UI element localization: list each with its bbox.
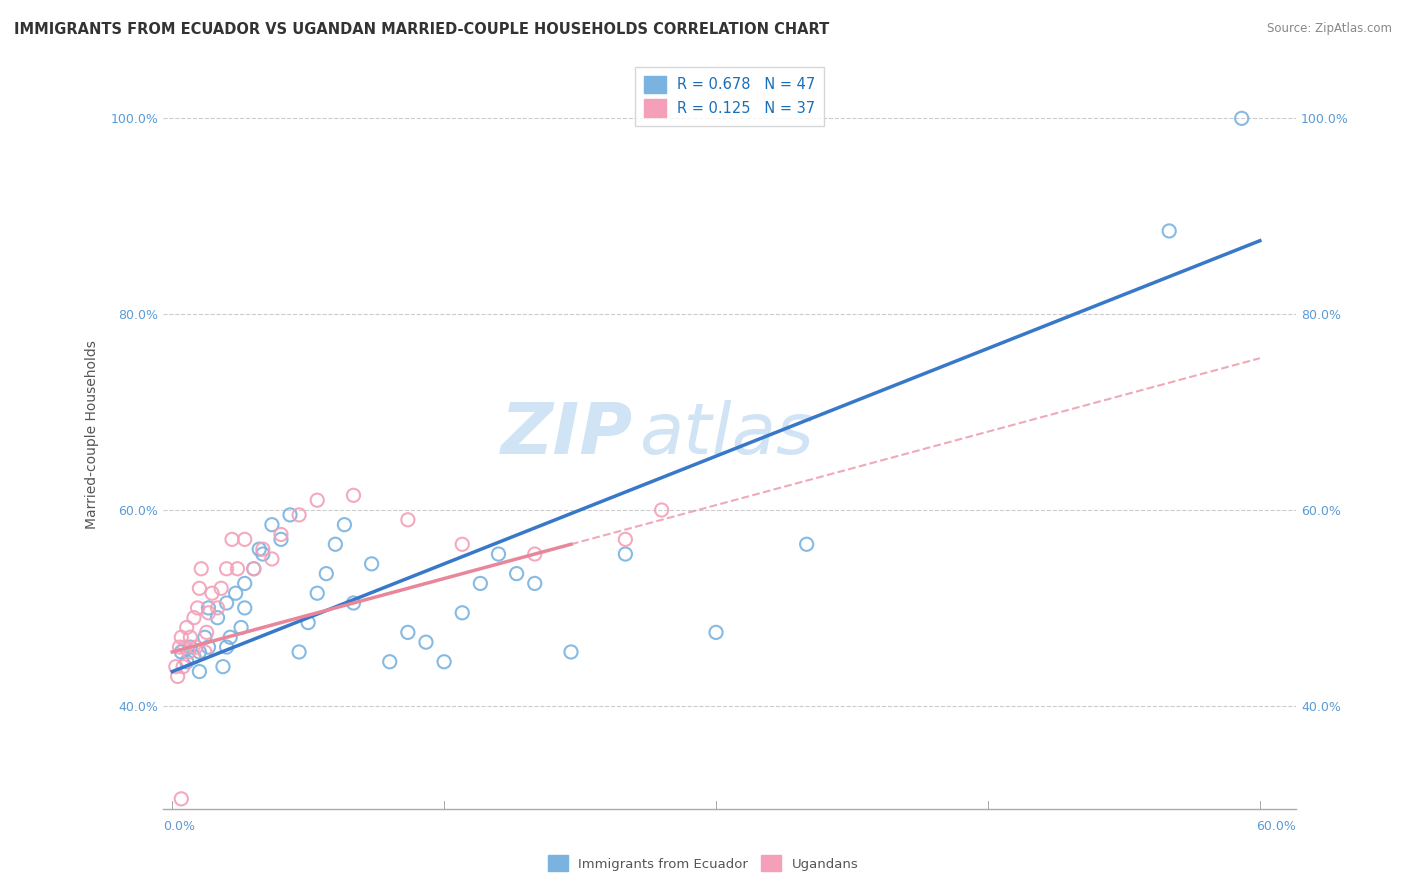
Point bbox=[188, 645, 211, 659]
Point bbox=[342, 596, 364, 610]
Text: ZIP: ZIP bbox=[501, 400, 633, 468]
Text: 0.0%: 0.0% bbox=[163, 821, 195, 833]
Text: 60.0%: 60.0% bbox=[1256, 821, 1296, 833]
Point bbox=[796, 537, 818, 551]
Point bbox=[614, 533, 637, 547]
Point bbox=[170, 630, 193, 644]
Text: Source: ZipAtlas.com: Source: ZipAtlas.com bbox=[1267, 22, 1392, 36]
Point bbox=[651, 503, 673, 517]
Point bbox=[307, 493, 329, 508]
Point bbox=[165, 659, 187, 673]
Legend: R = 0.678   N = 47, R = 0.125   N = 37: R = 0.678 N = 47, R = 0.125 N = 37 bbox=[636, 67, 824, 126]
Point bbox=[396, 513, 419, 527]
Point bbox=[1230, 112, 1253, 126]
Point bbox=[170, 792, 193, 806]
Point bbox=[197, 640, 219, 654]
Point bbox=[201, 586, 224, 600]
Point bbox=[183, 610, 205, 624]
Point bbox=[560, 645, 582, 659]
Point bbox=[288, 508, 311, 522]
Point bbox=[288, 645, 311, 659]
Point bbox=[325, 537, 347, 551]
Point bbox=[333, 517, 356, 532]
Point bbox=[233, 576, 256, 591]
Point bbox=[488, 547, 510, 561]
Point bbox=[360, 557, 382, 571]
Point bbox=[188, 582, 211, 596]
Point bbox=[172, 659, 194, 673]
Point bbox=[190, 562, 212, 576]
Point bbox=[207, 601, 229, 615]
Point bbox=[197, 606, 219, 620]
Point bbox=[188, 665, 211, 679]
Point bbox=[415, 635, 437, 649]
Point bbox=[523, 576, 546, 591]
Point bbox=[307, 586, 329, 600]
Point bbox=[179, 630, 201, 644]
Point bbox=[197, 601, 219, 615]
Point bbox=[170, 645, 193, 659]
Point bbox=[505, 566, 527, 581]
Point bbox=[378, 655, 401, 669]
Point bbox=[242, 562, 264, 576]
Point bbox=[229, 620, 252, 634]
Point bbox=[260, 517, 283, 532]
Point bbox=[342, 488, 364, 502]
Point bbox=[247, 542, 270, 557]
Point bbox=[166, 669, 188, 683]
Y-axis label: Married-couple Households: Married-couple Households bbox=[86, 340, 100, 529]
Point bbox=[278, 508, 301, 522]
Point bbox=[215, 640, 238, 654]
Point bbox=[233, 533, 256, 547]
Point bbox=[184, 640, 207, 654]
Point bbox=[209, 582, 232, 596]
Point bbox=[212, 659, 235, 673]
Text: atlas: atlas bbox=[638, 400, 814, 468]
Point bbox=[179, 640, 201, 654]
Legend: Immigrants from Ecuador, Ugandans: Immigrants from Ecuador, Ugandans bbox=[543, 850, 863, 877]
Point bbox=[219, 630, 242, 644]
Point bbox=[233, 601, 256, 615]
Point bbox=[396, 625, 419, 640]
Text: IMMIGRANTS FROM ECUADOR VS UGANDAN MARRIED-COUPLE HOUSEHOLDS CORRELATION CHART: IMMIGRANTS FROM ECUADOR VS UGANDAN MARRI… bbox=[14, 22, 830, 37]
Point bbox=[614, 547, 637, 561]
Point bbox=[187, 601, 209, 615]
Point bbox=[225, 586, 247, 600]
Point bbox=[176, 655, 198, 669]
Point bbox=[270, 533, 292, 547]
Point bbox=[194, 630, 217, 644]
Point bbox=[215, 596, 238, 610]
Point bbox=[183, 649, 205, 664]
Point bbox=[470, 576, 492, 591]
Point bbox=[451, 537, 474, 551]
Point bbox=[221, 533, 243, 547]
Point bbox=[315, 566, 337, 581]
Point bbox=[523, 547, 546, 561]
Point bbox=[177, 645, 200, 659]
Point bbox=[176, 620, 198, 634]
Point bbox=[451, 606, 474, 620]
Point bbox=[215, 562, 238, 576]
Point bbox=[195, 625, 218, 640]
Point bbox=[207, 610, 229, 624]
Point bbox=[174, 640, 197, 654]
Point bbox=[260, 552, 283, 566]
Point bbox=[169, 640, 191, 654]
Point bbox=[433, 655, 456, 669]
Point bbox=[226, 562, 249, 576]
Point bbox=[1159, 224, 1181, 238]
Point bbox=[704, 625, 727, 640]
Point bbox=[297, 615, 319, 630]
Point bbox=[242, 562, 264, 576]
Point bbox=[252, 542, 274, 557]
Point bbox=[270, 527, 292, 541]
Point bbox=[194, 645, 217, 659]
Point bbox=[252, 547, 274, 561]
